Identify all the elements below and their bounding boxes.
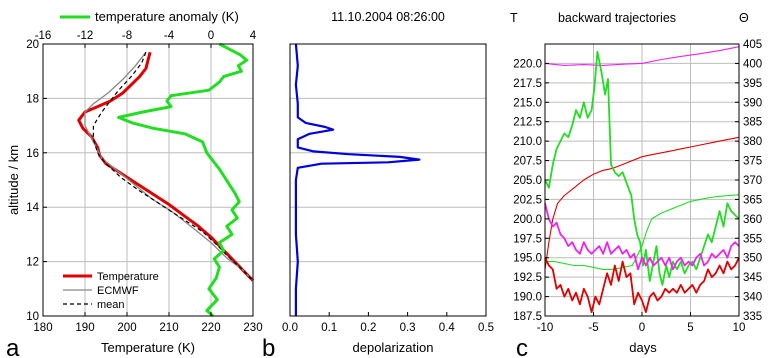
panel-a-xtick-label: 200: [117, 322, 136, 334]
panel-a-ytick-label: 16: [26, 148, 39, 160]
panel-b-frame: [289, 43, 487, 317]
panel-a-series-line: [84, 51, 254, 282]
trajectory-line: [544, 136, 740, 270]
panel-c-xlabel: days: [629, 340, 657, 355]
panel-a-ytick-label: 20: [26, 39, 39, 51]
panel-c-ytick-label: 190.0: [513, 292, 542, 304]
panel-a: 180 190 200 210 220 230 -16 -12 -8 -4 0 4 10 12 14 16 18…: [6, 9, 263, 358]
panel-b: 0.0 0.1 0.2 0.3 0.4 0.5 11.10.2004 08:26:00 d…: [262, 10, 494, 358]
trajectory-line: [544, 257, 740, 314]
panel-a-toptick-label: -8: [122, 30, 132, 42]
panel-c-xtick-label: -5: [588, 322, 598, 334]
panel-c-rtick-label: 390: [743, 97, 762, 109]
panel-c-rtick-label: 385: [743, 117, 762, 129]
panel-a-xlabel: Temperature (K): [101, 340, 195, 355]
panel-c-ytick-label: 197.5: [513, 233, 542, 245]
panel-c-rtick-label: 370: [743, 175, 762, 187]
panel-a-ytick-label: 10: [26, 311, 39, 323]
panel-a-ytick-label: 12: [26, 257, 39, 269]
panel-c-ytick-label: 215.0: [513, 97, 542, 109]
panel-c-ytick-label: 200.0: [513, 214, 542, 226]
panel-a-ytick-label: 14: [26, 202, 39, 214]
depolarization-line: [294, 43, 421, 316]
panel-a-frame: [42, 43, 254, 317]
panel-c-ticks: -10 -5 0 5 10 187.5 190.0 192.5 195.0 197.5 200.0 2…: [513, 39, 762, 334]
panel-a-toptick-label: -4: [164, 30, 175, 42]
panel-a-letter: a: [6, 335, 20, 358]
panel-c-ytick-label: 212.5: [513, 117, 542, 129]
panel-c-rtick-label: 345: [743, 272, 762, 284]
trajectory-line: [544, 50, 740, 286]
panel-c-ytick-label: 217.5: [513, 78, 542, 90]
panel-c-xtick-label: -10: [537, 322, 554, 334]
panel-b-xtick-label: 0.1: [321, 322, 337, 334]
panel-b-xtick-label: 0.5: [478, 322, 494, 334]
panel-a-toptick-label: -16: [35, 30, 52, 42]
panel-b-xtick-label: 0.0: [282, 322, 298, 334]
panel-a-series-line: [117, 42, 249, 318]
panel-c-ytick-label: 195.0: [513, 253, 542, 265]
panel-c-right-symbol: Θ: [739, 11, 749, 25]
panel-c-lines: [544, 46, 740, 314]
panel-c-ytick-label: 192.5: [513, 272, 542, 284]
legend-temperature: Temperature: [97, 271, 159, 283]
panel-a-xtick-label: 180: [33, 322, 52, 334]
trajectory-line: [545, 194, 740, 270]
panel-b-xtick-label: 0.2: [360, 322, 376, 334]
panel-a-toptick-label: 0: [208, 30, 214, 42]
panel-c-ytick-label: 205.0: [513, 175, 542, 187]
panel-c: -10 -5 0 5 10 187.5 190.0 192.5 195.0 197.5 200.0 2…: [510, 11, 762, 358]
panel-a-xtick-label: 220: [201, 322, 220, 334]
panel-a-xtick-label: 210: [159, 322, 178, 334]
legend-ecmwf: ECMWF: [97, 285, 139, 297]
panel-c-left-symbol: T: [510, 11, 518, 25]
panel-a-toptick-label: 4: [250, 30, 257, 42]
panel-c-rtick-label: 360: [743, 214, 762, 226]
panel-c-rtick-label: 335: [743, 311, 762, 323]
panel-a-ticks: 180 190 200 210 220 230 -16 -12 -8 -4 0 4 10 12 14 16 18…: [26, 30, 262, 334]
panel-c-ytick-label: 202.5: [513, 194, 542, 206]
panel-b-xtick-label: 0.4: [439, 322, 456, 334]
panel-c-rtick-label: 355: [743, 233, 762, 245]
legend-mean: mean: [97, 299, 125, 311]
panel-c-rtick-label: 365: [743, 194, 762, 206]
trajectory-line: [544, 203, 740, 271]
panel-a-xtick-label: 230: [243, 322, 262, 334]
panel-c-rtick-label: 350: [743, 253, 762, 265]
panel-c-rtick-label: 405: [743, 39, 762, 51]
panel-c-rtick-label: 380: [743, 136, 762, 148]
panel-a-xtick-label: 190: [75, 322, 94, 334]
panel-c-xtick-label: 10: [733, 322, 746, 334]
panel-b-xlabel: depolarization: [353, 340, 434, 355]
panel-a-legend: Temperature ECMWF mean: [63, 271, 159, 311]
panel-c-title: backward trajectories: [558, 11, 676, 25]
panel-a-lines: [77, 42, 255, 318]
panel-c-rtick-label: 395: [743, 78, 762, 90]
panel-a-series-line: [92, 51, 254, 282]
panel-c-rtick-label: 400: [743, 58, 762, 70]
panel-b-grid: [290, 97, 486, 263]
panel-a-ytick-label: 18: [26, 93, 39, 105]
top-axis-label: temperature anomaly (K): [95, 9, 239, 24]
panel-c-xtick-label: 5: [687, 322, 693, 334]
panel-b-xtick-label: 0.3: [400, 322, 416, 334]
panel-b-letter: b: [262, 335, 275, 358]
panel-c-ytick-label: 187.5: [513, 311, 542, 323]
panel-c-ytick-label: 207.5: [513, 156, 542, 168]
panel-c-ytick-label: 210.0: [513, 136, 542, 148]
panel-b-lines: [294, 43, 421, 316]
panel-a-series-line: [77, 51, 255, 282]
panel-c-letter: c: [516, 335, 528, 358]
panel-c-rtick-label: 340: [743, 292, 762, 304]
panel-c-xtick-label: 0: [639, 322, 645, 334]
panel-c-ytick-label: 220.0: [513, 58, 542, 70]
panel-c-rtick-label: 375: [743, 156, 762, 168]
panel-a-ylabel: altitude / km: [6, 145, 21, 215]
trajectory-line: [544, 46, 740, 66]
panel-b-title: 11.10.2004 08:26:00: [331, 10, 445, 24]
panel-a-toptick-label: -12: [77, 30, 94, 42]
panel-b-ticks: 0.0 0.1 0.2 0.3 0.4 0.5: [282, 312, 494, 334]
